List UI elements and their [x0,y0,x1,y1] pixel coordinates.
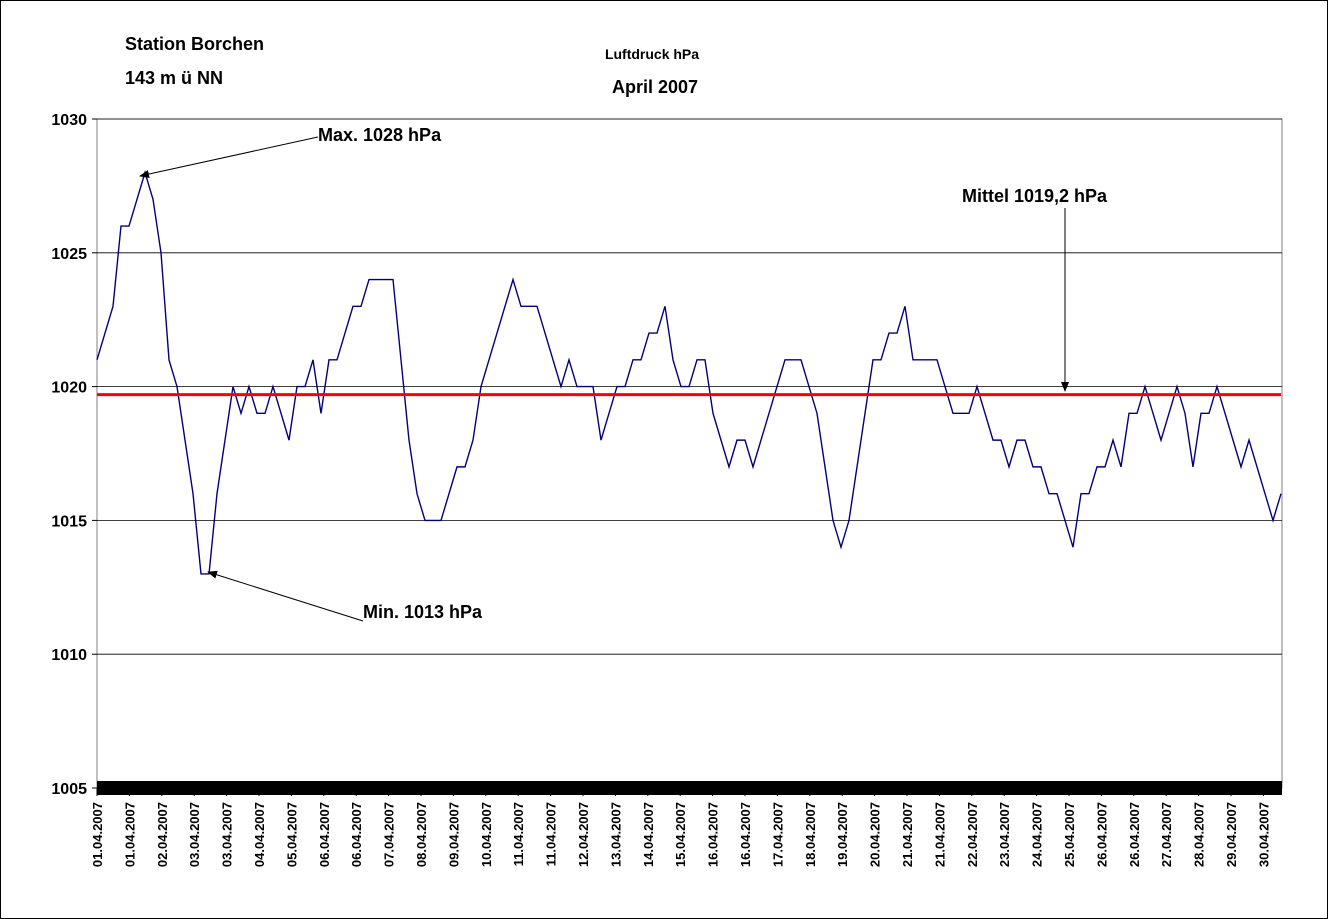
x-tick-label: 24.04.2007 [1030,802,1045,867]
x-tick-label: 21.04.2007 [932,802,947,867]
max-arrow [139,136,319,178]
station-name: Station Borchen [125,34,264,54]
y-tick-label: 1020 [51,380,87,397]
x-tick-label: 01.04.2007 [122,802,137,867]
x-tick-label: 08.04.2007 [414,802,429,867]
y-tick-label: 1010 [51,647,87,664]
x-tick-label: 04.04.2007 [252,802,267,867]
chart-title: Luftdruck hPa [605,46,699,62]
x-tick-label: 20.04.2007 [868,802,883,867]
annotation: Mittel 1019,2 hPa [962,186,1108,206]
x-tick-label: 23.04.2007 [997,802,1012,867]
x-tick-label: 06.04.2007 [317,802,332,867]
station-height: 143 m ü NN [125,68,223,88]
marks [96,170,1282,575]
x-tick-label: 28.04.2007 [1192,802,1207,867]
x-tick-label: 22.04.2007 [965,802,980,867]
x-tick-label: 12.04.2007 [576,802,591,867]
annotation: Max. 1028 hPa [318,125,442,145]
x-tick-label: 03.04.2007 [187,802,202,867]
x-tick-label: 02.04.2007 [155,802,170,867]
x-tick-label: 13.04.2007 [608,802,623,867]
min-arrow [207,570,364,622]
x-tick-label: 26.04.2007 [1094,802,1109,867]
x-tick-label: 29.04.2007 [1224,802,1239,867]
x-tick-label: 05.04.2007 [284,802,299,867]
x-tick-label: 30.04.2007 [1256,802,1271,867]
x-tick-label: 07.04.2007 [382,802,397,867]
x-tick-label: 15.04.2007 [673,802,688,867]
y-tick-label: 1015 [51,513,87,530]
y-tick-label: 1025 [51,246,87,263]
x-tick-label: 21.04.2007 [900,802,915,867]
x-tick-label: 18.04.2007 [803,802,818,867]
x-tick-label: 27.04.2007 [1159,802,1174,867]
x-tick-label: 03.04.2007 [220,802,235,867]
x-tick-label: 11.04.2007 [544,802,559,866]
x-tick-label: 16.04.2007 [738,802,753,867]
pressure-line [96,170,1282,575]
chart-subtitle: April 2007 [612,77,698,97]
x-tick-label: 26.04.2007 [1127,802,1142,867]
x-tick-label: 01.04.2007 [90,802,105,867]
x-tick-label: 10.04.2007 [479,802,494,867]
x-tick-label: 11.04.2007 [511,802,526,866]
annotation: Min. 1013 hPa [363,602,483,622]
x-axis-band [97,781,1282,795]
y-tick-label: 1005 [51,781,87,798]
x-tick-label: 09.04.2007 [446,802,461,867]
x-tick-label: 25.04.2007 [1062,802,1077,867]
x-tick-label: 19.04.2007 [835,802,850,867]
x-tick-label: 16.04.2007 [706,802,721,867]
x-tick-label: 14.04.2007 [641,802,656,867]
y-tick-label: 1030 [51,112,87,129]
x-tick-label: 17.04.2007 [770,802,785,867]
x-tick-label: 06.04.2007 [349,802,364,867]
